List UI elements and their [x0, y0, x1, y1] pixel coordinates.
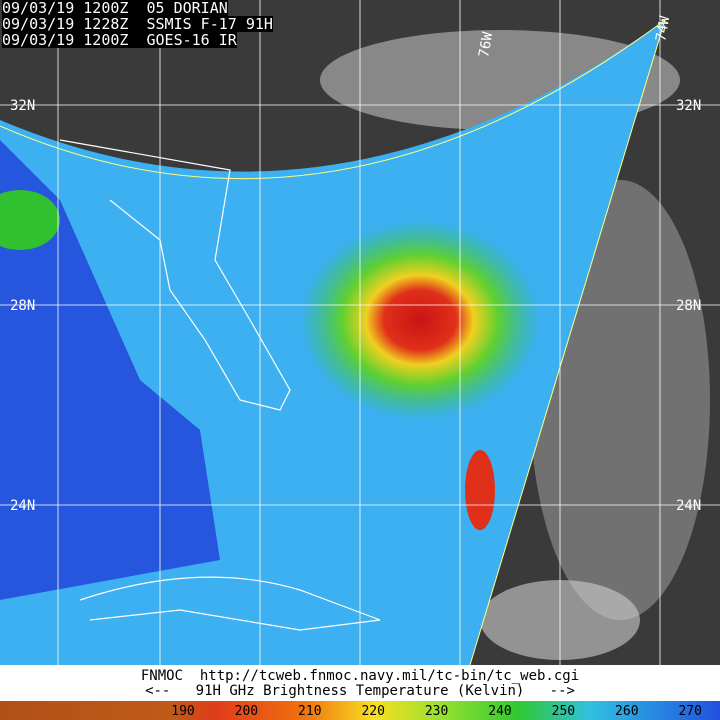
lon-label: 76W [476, 30, 496, 58]
colorbar-tick-label: 200 [235, 704, 258, 719]
lat-label: 28N [10, 298, 35, 314]
footer-caption: <-- 91H GHz Brightness Temperature (Kelv… [145, 683, 575, 699]
swath-edge [0, 19, 666, 180]
cold-region [0, 140, 220, 600]
colorbar [0, 701, 720, 720]
header-line: 09/03/19 1228Z SSMIS F-17 91H [2, 15, 273, 33]
header-line: 09/03/19 1200Z 05 DORIAN [2, 0, 228, 17]
colorbar-tick-label: 250 [552, 704, 575, 719]
lon-label: 74W [653, 14, 673, 42]
grid [0, 0, 720, 665]
colorbar-tick-label: 190 [171, 704, 194, 719]
colorbar-tick-label: 210 [298, 704, 321, 719]
coastline [59, 139, 291, 411]
colorbar-tick-label: 260 [615, 704, 638, 719]
coastline [79, 576, 381, 631]
lat-label: 28N [676, 298, 701, 314]
lat-label: 32N [10, 98, 35, 114]
colorbar-tick-label: 270 [678, 704, 701, 719]
header-line: 09/03/19 1200Z GOES-16 IR [2, 31, 237, 49]
swath-edge [469, 19, 666, 666]
lat-label: 32N [676, 98, 701, 114]
footer-source: FNMOC http://tcweb.fnmoc.navy.mil/tc-bin… [140, 668, 580, 684]
colorbar-tick-label: 230 [425, 704, 448, 719]
colorbar-tick-label: 240 [488, 704, 511, 719]
colorbar-tick-label: 220 [361, 704, 384, 719]
rainband [465, 450, 495, 530]
lat-label: 24N [10, 498, 35, 514]
convection [0, 190, 60, 250]
lat-label: 24N [676, 498, 701, 514]
storm-convection [300, 220, 540, 420]
footer-background [0, 665, 720, 701]
